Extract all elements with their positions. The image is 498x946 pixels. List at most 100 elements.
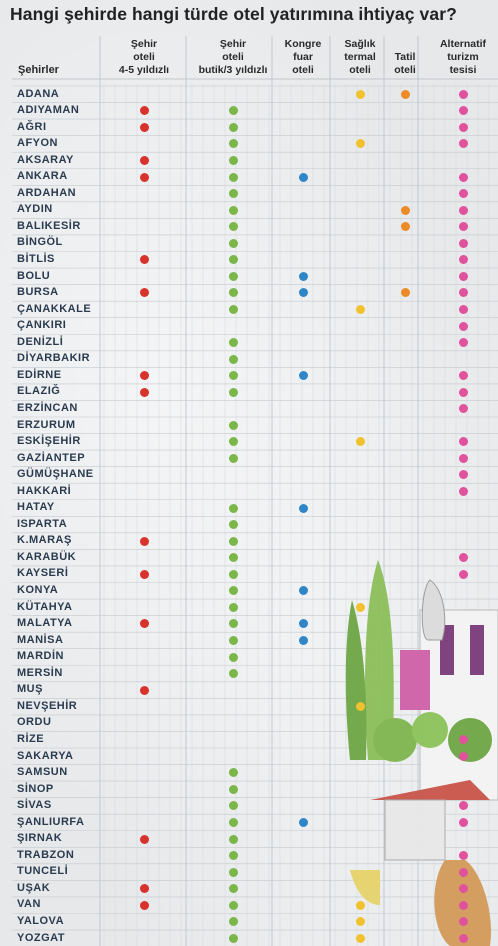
city-label: KONYA [17, 584, 59, 596]
city-label: RİZE [17, 732, 45, 745]
marker-saglik [355, 933, 365, 943]
city-label: K.MARAŞ [17, 534, 72, 547]
city-label: SİNOP [17, 782, 54, 795]
marker-butik-3 [228, 768, 238, 778]
city-label: ELAZIĞ [17, 385, 61, 398]
marker-alternatif [458, 321, 468, 331]
city-label: BİTLİS [17, 253, 55, 265]
city-label: TUNCELİ [17, 865, 69, 878]
marker-kongre [298, 503, 308, 513]
marker-alternatif [458, 553, 468, 563]
marker-butik-3 [228, 172, 238, 182]
marker-butik-3 [228, 818, 238, 827]
marker-butik-3 [228, 453, 238, 463]
marker-butik-3 [228, 851, 238, 861]
marker-sehir-45 [139, 536, 149, 546]
marker-alternatif [458, 255, 468, 265]
marker-butik-3 [228, 255, 238, 265]
city-label: SAKARYA [17, 749, 74, 762]
marker-butik-3 [228, 156, 238, 165]
city-label: YALOVA [17, 915, 65, 927]
city-label: MALATYA [17, 617, 73, 630]
marker-butik-3 [228, 122, 238, 132]
marker-butik-3 [228, 933, 238, 943]
city-label: UŞAK [17, 881, 51, 894]
marker-sehir-45 [139, 288, 149, 298]
marker-butik-3 [228, 602, 238, 612]
marker-saglik [355, 900, 365, 910]
city-label: GAZİANTEP [17, 451, 86, 464]
city-label: AĞRI [17, 120, 47, 133]
city-label: ADANA [17, 87, 60, 100]
marker-butik-3 [228, 884, 238, 894]
city-label: ISPARTA [17, 517, 68, 530]
marker-butik-3 [228, 917, 238, 927]
city-label: TRABZON [17, 848, 75, 861]
marker-butik-3 [228, 288, 238, 298]
marker-sehir-45 [139, 387, 149, 397]
marker-saglik [355, 139, 365, 149]
marker-alternatif [458, 751, 468, 761]
marker-kongre [298, 635, 308, 645]
marker-butik-3 [228, 503, 238, 513]
marker-sehir-45 [139, 371, 149, 381]
marker-butik-3 [228, 238, 238, 248]
marker-butik-3 [228, 652, 238, 662]
column-header-saglik: Sağlık termal oteli [344, 38, 376, 76]
marker-sehir-45 [139, 884, 149, 894]
marker-butik-3 [228, 139, 238, 149]
city-label: ESKİŞEHİR [17, 435, 81, 448]
marker-butik-3 [228, 784, 238, 794]
marker-butik-3 [228, 586, 238, 596]
marker-butik-3 [228, 420, 238, 430]
marker-butik-3 [228, 338, 238, 348]
marker-butik-3 [228, 867, 238, 877]
marker-butik-3 [228, 371, 238, 381]
city-label: ŞANLIURFA [17, 815, 85, 828]
city-label: BALIKESİR [17, 219, 81, 232]
marker-sehir-45 [139, 685, 149, 695]
city-label: SAMSUN [17, 766, 68, 779]
city-label: YOZGAT [17, 931, 66, 944]
marker-alternatif [458, 172, 468, 182]
marker-kongre [298, 371, 308, 381]
column-header-butik-3: Şehir oteli butik/3 yıldızlı [198, 38, 268, 76]
city-label: AYDIN [17, 203, 53, 216]
city-label: KÜTAHYA [17, 600, 73, 613]
marker-alternatif [458, 900, 468, 910]
marker-alternatif [458, 437, 468, 447]
marker-sehir-45 [139, 619, 149, 629]
marker-sehir-45 [139, 122, 149, 132]
city-label: MUŞ [17, 683, 43, 696]
marker-butik-3 [228, 900, 238, 910]
marker-kongre [298, 818, 308, 827]
marker-kongre [298, 288, 308, 298]
city-label: VAN [17, 898, 41, 911]
marker-butik-3 [228, 205, 238, 215]
city-label: ADIYAMAN [17, 104, 80, 117]
city-label: HATAY [17, 501, 55, 514]
marker-tatil [400, 222, 410, 232]
marker-tatil [400, 89, 410, 99]
column-header-sehir-45: Şehir oteli 4-5 yıldızlı [118, 38, 170, 76]
marker-sehir-45 [139, 255, 149, 265]
marker-alternatif [458, 470, 468, 480]
marker-saglik [355, 917, 365, 927]
row-header-label: Şehirler [18, 64, 59, 76]
marker-alternatif [458, 238, 468, 248]
marker-saglik [355, 437, 365, 447]
marker-alternatif [458, 189, 468, 199]
city-label: DENİZLİ [17, 335, 64, 348]
city-label: HAKKARİ [17, 484, 72, 497]
marker-alternatif [458, 404, 468, 414]
marker-alternatif [458, 387, 468, 397]
city-label: ERZURUM [17, 418, 76, 431]
marker-sehir-45 [139, 900, 149, 910]
chart-title: Hangi şehirde hangi türde otel yatırımın… [10, 4, 457, 24]
marker-saglik [355, 702, 365, 712]
marker-alternatif [458, 304, 468, 314]
marker-alternatif [458, 222, 468, 232]
marker-alternatif [458, 139, 468, 149]
column-header-alternatif: Alternatif turizm tesisi [439, 38, 487, 76]
